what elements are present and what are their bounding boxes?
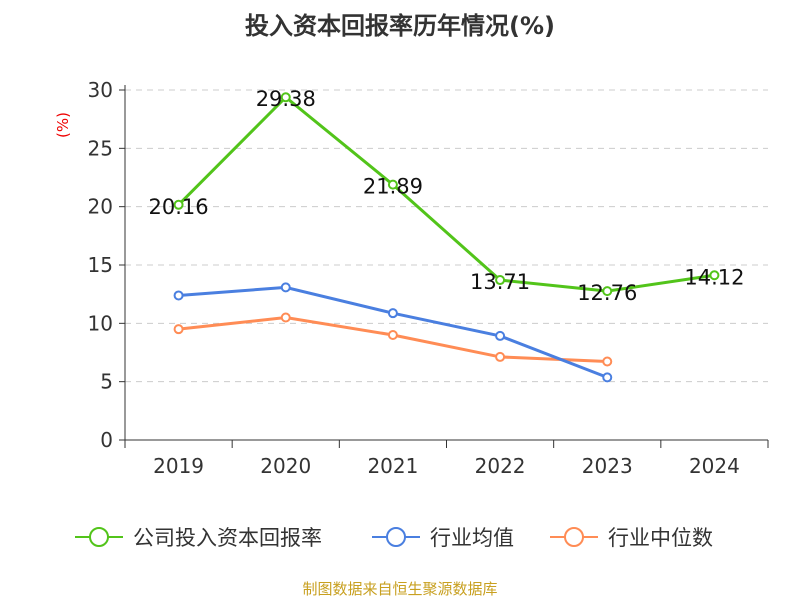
- x-tick-label: 2022: [475, 454, 526, 478]
- legend-label: 公司投入资本回报率: [133, 526, 322, 550]
- data-point[interactable]: [173, 324, 184, 335]
- y-axis-label: (%): [54, 112, 72, 138]
- legend-item[interactable]: 行业均值: [372, 526, 514, 550]
- legend-label: 行业中位数: [608, 526, 713, 550]
- x-tick-label: 2020: [260, 454, 311, 478]
- data-point[interactable]: [387, 308, 398, 319]
- data-label: 21.89: [363, 175, 423, 199]
- data-point[interactable]: [280, 312, 291, 323]
- source-footer: 制图数据来自恒生聚源数据库: [302, 580, 498, 598]
- y-tick-label: 20: [88, 195, 113, 219]
- y-tick-label: 0: [100, 428, 113, 452]
- data-point[interactable]: [280, 92, 291, 103]
- y-tick-label: 25: [88, 136, 113, 160]
- x-tick-label: 2023: [582, 454, 633, 478]
- y-tick-label: 10: [88, 311, 113, 335]
- y-tick-label: 15: [88, 253, 113, 277]
- data-label: 13.71: [470, 270, 530, 294]
- data-point[interactable]: [709, 270, 720, 281]
- data-point[interactable]: [387, 179, 398, 190]
- data-point[interactable]: [173, 290, 184, 301]
- data-point[interactable]: [173, 199, 184, 210]
- chart-title: 投入资本回报率历年情况(%): [245, 12, 555, 40]
- x-tick-label: 2024: [689, 454, 740, 478]
- y-tick-label: 5: [100, 370, 113, 394]
- data-label: 29.38: [256, 87, 316, 111]
- data-point[interactable]: [602, 356, 613, 367]
- data-point[interactable]: [602, 372, 613, 383]
- data-point[interactable]: [495, 351, 506, 362]
- legend-label: 行业均值: [430, 526, 514, 550]
- y-tick-label: 30: [88, 78, 113, 102]
- data-label: 12.76: [577, 281, 637, 305]
- data-label: 14.12: [684, 265, 744, 289]
- data-label: 20.16: [149, 195, 209, 219]
- data-point[interactable]: [602, 286, 613, 297]
- series-line: [177, 95, 715, 293]
- legend-item[interactable]: 公司投入资本回报率: [75, 526, 322, 550]
- legend-item[interactable]: 行业中位数: [550, 526, 713, 550]
- data-point[interactable]: [280, 282, 291, 293]
- legend-marker: [564, 527, 584, 547]
- x-tick-label: 2021: [367, 454, 418, 478]
- legend-marker: [386, 527, 406, 547]
- legend-marker: [89, 527, 109, 547]
- data-point[interactable]: [495, 275, 506, 286]
- data-point[interactable]: [387, 330, 398, 340]
- data-point[interactable]: [495, 330, 506, 341]
- x-tick-label: 2019: [153, 454, 204, 478]
